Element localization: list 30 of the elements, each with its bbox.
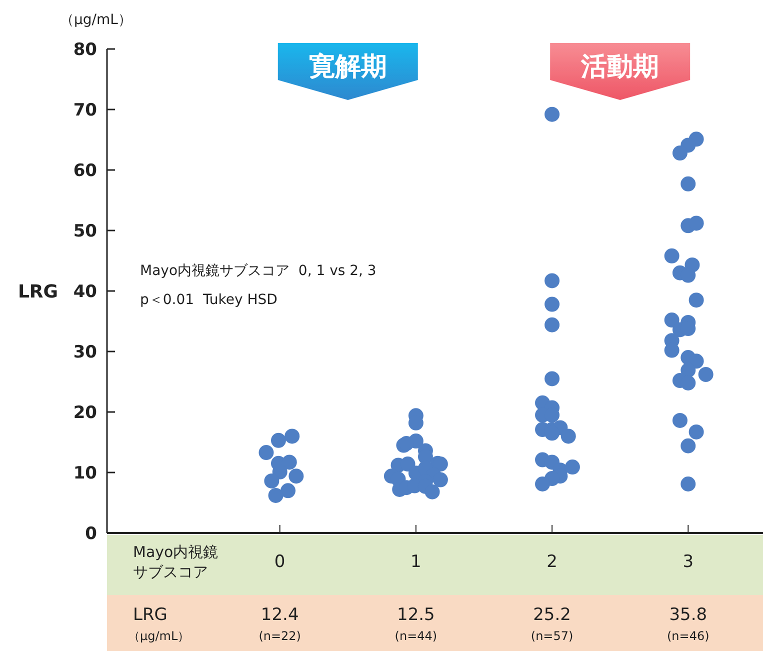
text: （μg/mL） xyxy=(60,12,132,28)
text: (n=22) xyxy=(258,629,301,643)
x-tick-label: 0 xyxy=(274,552,286,572)
y-tick-label: 10 xyxy=(73,463,98,484)
y-tick-label: 70 xyxy=(73,100,98,120)
text: 12.5 xyxy=(397,605,435,625)
annotation: p＜0.01 Tukey HSD xyxy=(140,292,278,308)
y-tick-label: 20 xyxy=(73,402,98,423)
annotation: 活動期 xyxy=(580,52,660,82)
text: (n=44) xyxy=(394,629,438,643)
text: 12.4 xyxy=(260,605,299,625)
x-tick-label: 2 xyxy=(546,552,558,572)
text: LRG xyxy=(133,605,168,625)
x-tick-label: 1 xyxy=(410,552,422,572)
text: (n=57) xyxy=(530,629,574,643)
x-axis-title: Mayo内視鏡サブスコア xyxy=(133,543,218,581)
text: (n=46) xyxy=(666,629,710,643)
x-tick-label: 3 xyxy=(682,552,694,572)
y-tick-label: 0 xyxy=(85,524,98,544)
y-axis-title: LRG xyxy=(18,281,58,302)
y-tick-label: 60 xyxy=(73,160,98,181)
y-tick-label: 50 xyxy=(73,221,98,242)
y-tick-label: 30 xyxy=(73,342,98,362)
text: 35.8 xyxy=(669,605,708,625)
text: 25.2 xyxy=(533,605,571,625)
y-tick-label: 80 xyxy=(73,40,98,60)
annotation: 寛解期 xyxy=(308,52,387,82)
text: （μg/mL） xyxy=(128,629,190,643)
annotation: Mayo内視鏡サブスコア 0, 1 vs 2, 3 xyxy=(140,263,376,279)
y-tick-label: 40 xyxy=(73,282,98,302)
